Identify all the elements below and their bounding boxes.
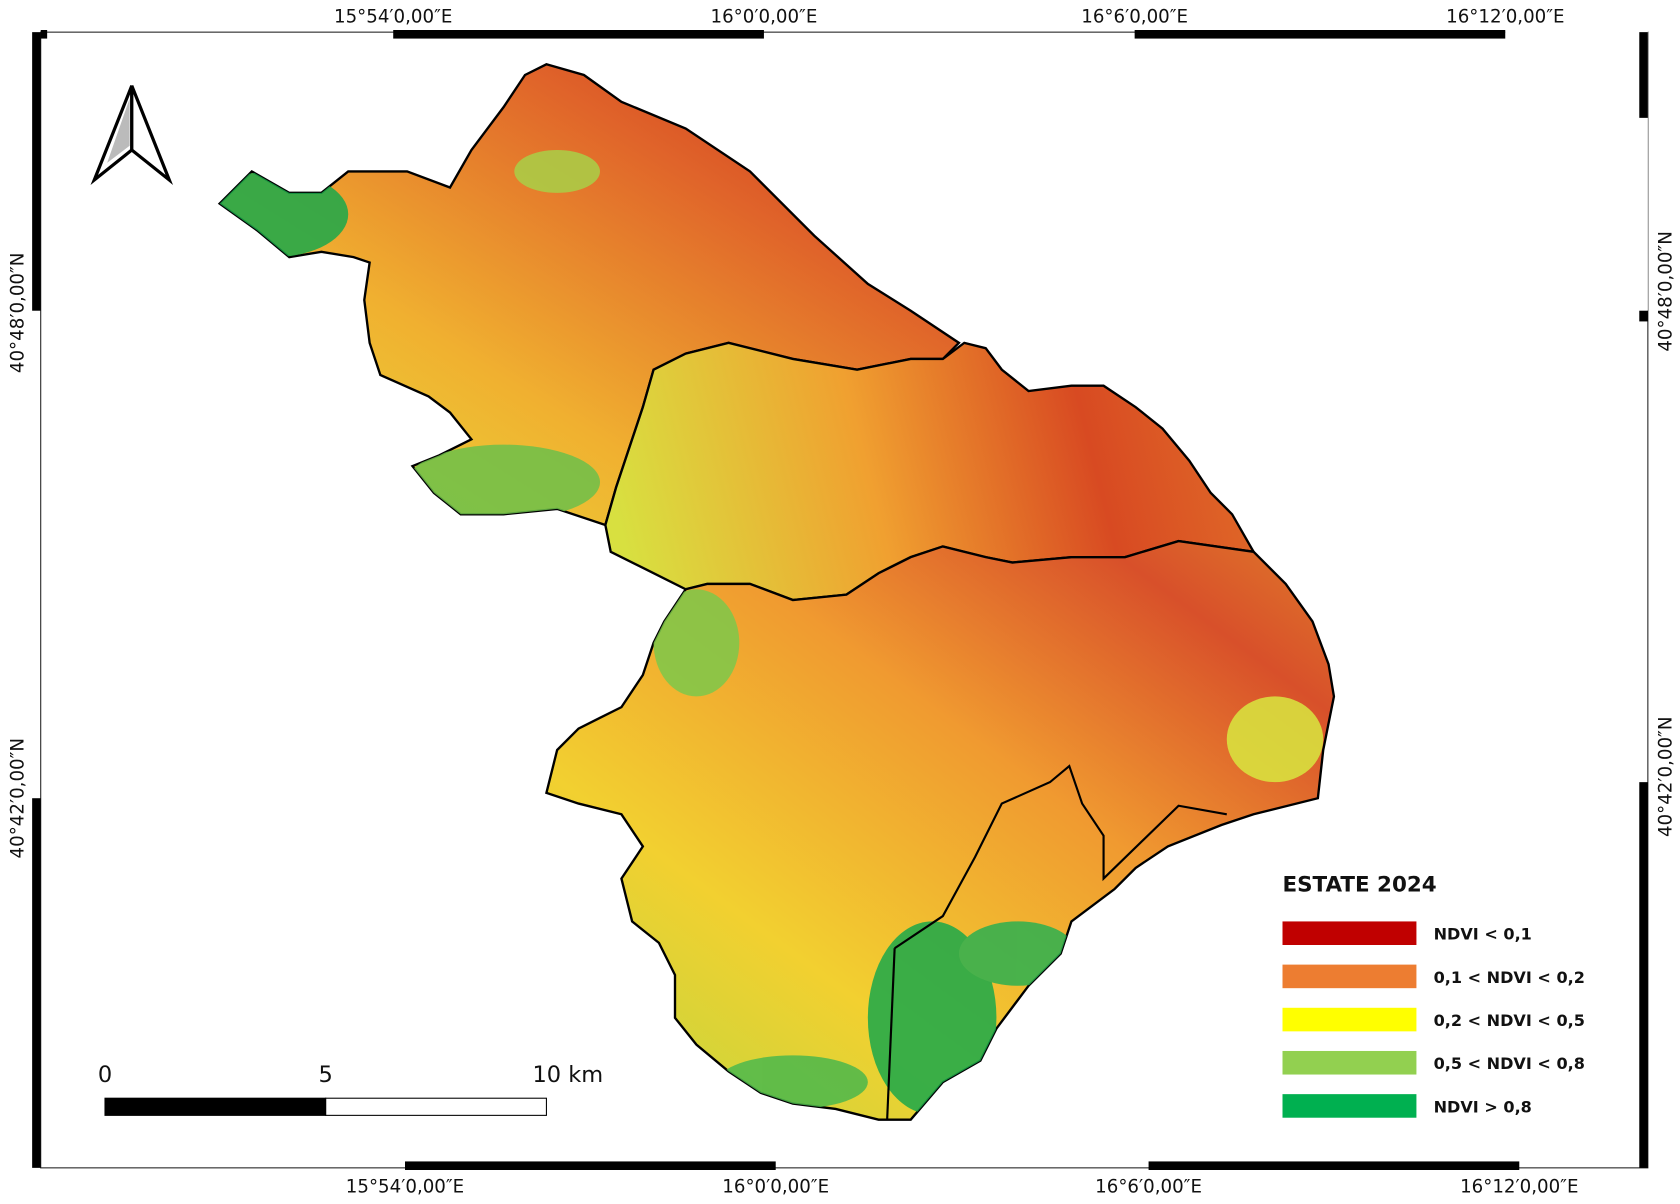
legend-label: 0,2 < NDVI < 0,5	[1434, 1011, 1585, 1030]
scale-label: 5	[319, 1062, 333, 1088]
top-coordinate: 16°6′0,00″E	[1081, 7, 1188, 28]
scale-label: 10 km	[532, 1062, 603, 1088]
coordinates: 15°54′0,00″E 16°0′0,00″E 16°6′0,00″E 16°12′…	[8, 7, 1677, 1198]
bottom-coordinate: 16°0′0,00″E	[722, 1177, 829, 1198]
left-coordinate: 40°48′0,00″N	[8, 253, 29, 374]
bottom-coordinate: 16°6′0,00″E	[1095, 1177, 1202, 1198]
right-coordinate: 40°42′0,00″N	[1655, 717, 1676, 838]
top-coordinate: 15°54′0,00″E	[334, 7, 452, 28]
bottom-coordinate: 16°12′0,00″E	[1460, 1177, 1578, 1198]
legend: NDVI < 0,1 0,1 < NDVI < 0,2 0,2 < NDVI < 0…	[1282, 921, 1585, 1118]
inner-boundaries	[886, 764, 1227, 1120]
legend-swatch	[1282, 921, 1417, 945]
legend-title: ESTATE 2024	[1283, 872, 1437, 897]
left-coordinate: 40°42′0,00″N	[8, 738, 29, 859]
legend-label: NDVI < 0,1	[1434, 925, 1532, 944]
legend-swatch	[1282, 1094, 1417, 1118]
bottom-coordinate: 15°54′0,00″E	[346, 1177, 464, 1198]
map-frame	[40, 31, 1649, 1169]
legend-swatch	[1282, 1050, 1417, 1075]
legend-label: NDVI > 0,8	[1434, 1097, 1532, 1116]
region-south	[545, 539, 1336, 1121]
top-coordinate: 16°12′0,00″E	[1446, 7, 1564, 28]
vegetation-patches-south	[653, 589, 1324, 1115]
legend-swatch	[1282, 964, 1417, 989]
legend-label: 0,1 < NDVI < 0,2	[1434, 968, 1585, 987]
legend-label: 0,5 < NDVI < 0,8	[1434, 1054, 1585, 1073]
frame-ticks	[32, 30, 1648, 1170]
right-coordinate: 40°48′0,00″N	[1655, 231, 1676, 352]
north-arrow	[90, 85, 174, 186]
regions	[218, 63, 1336, 1121]
top-coordinate: 16°0′0,00″E	[711, 7, 818, 28]
scale-label: 0	[98, 1062, 112, 1088]
scale-bar	[104, 1097, 547, 1116]
legend-swatch	[1282, 1007, 1417, 1032]
